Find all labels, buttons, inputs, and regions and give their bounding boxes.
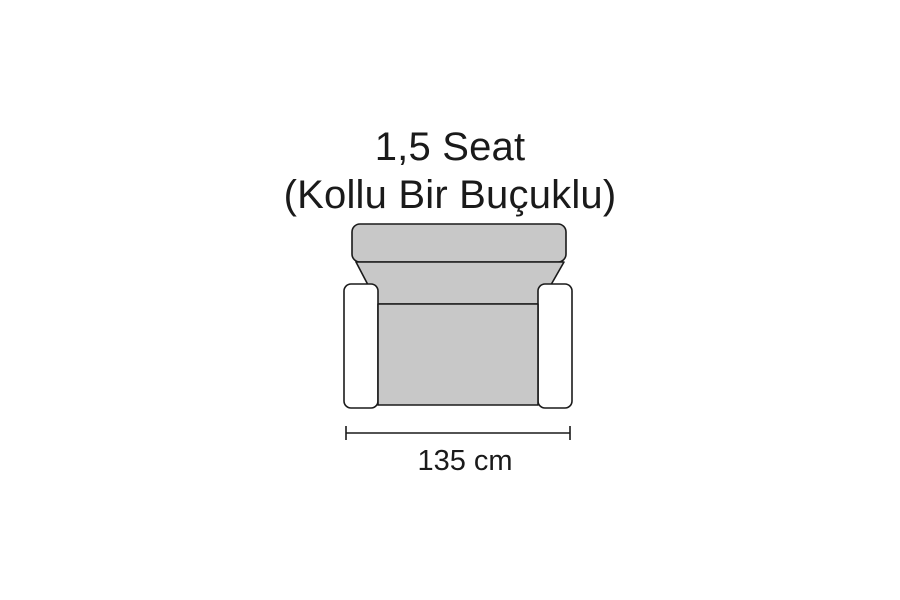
width-dimension-label: 135 cm <box>417 445 513 477</box>
back-cushion <box>355 261 565 305</box>
width-dimension-line <box>345 426 571 440</box>
right-arm <box>537 283 573 409</box>
backrest <box>351 223 567 263</box>
product-subtitle: (Kollu Bir Buçuklu) <box>283 173 617 217</box>
product-title: 1,5 Seat <box>374 125 526 169</box>
seat-cushion <box>377 303 539 406</box>
left-arm <box>343 283 379 409</box>
